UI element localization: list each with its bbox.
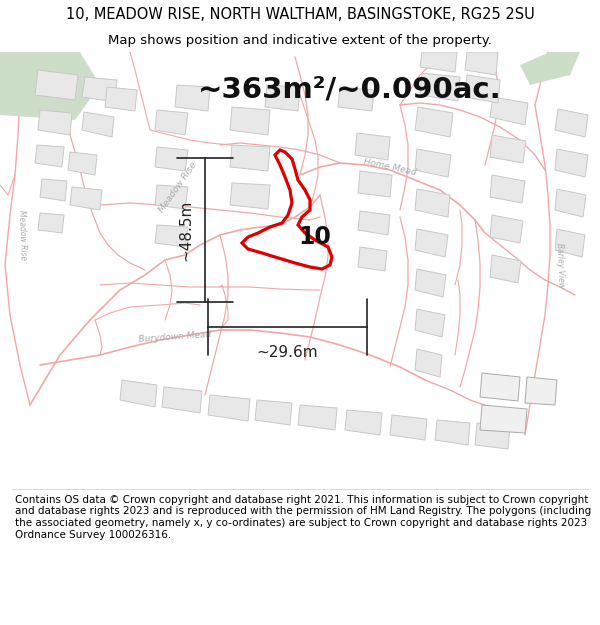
Text: Barley View: Barley View [555,242,565,288]
Polygon shape [525,377,557,405]
Text: ~363m²/~0.090ac.: ~363m²/~0.090ac. [198,76,502,104]
Text: Meadow Rise: Meadow Rise [17,210,28,260]
Polygon shape [355,133,390,160]
Polygon shape [162,387,202,413]
Polygon shape [480,405,527,433]
Polygon shape [415,349,442,377]
Polygon shape [120,380,157,407]
Polygon shape [230,183,270,209]
Text: Map shows position and indicative extent of the property.: Map shows position and indicative extent… [108,34,492,47]
Polygon shape [465,52,498,75]
Polygon shape [230,145,270,171]
Text: ~29.6m: ~29.6m [257,345,319,360]
Polygon shape [82,77,117,102]
Polygon shape [390,415,427,440]
Polygon shape [555,229,585,257]
Polygon shape [415,269,446,297]
Polygon shape [475,423,510,449]
Polygon shape [255,400,292,425]
Text: 10, MEADOW RISE, NORTH WALTHAM, BASINGSTOKE, RG25 2SU: 10, MEADOW RISE, NORTH WALTHAM, BASINGST… [65,7,535,22]
Polygon shape [358,247,387,271]
Text: 10: 10 [299,225,331,249]
Polygon shape [415,149,451,177]
Polygon shape [555,149,588,177]
Polygon shape [420,52,457,72]
Polygon shape [415,309,445,337]
Polygon shape [82,112,114,137]
Polygon shape [155,225,188,247]
Polygon shape [338,87,374,111]
Polygon shape [415,229,448,257]
Polygon shape [70,187,102,210]
Polygon shape [105,87,137,111]
Polygon shape [230,107,270,135]
Polygon shape [415,107,453,137]
Polygon shape [155,110,188,135]
Polygon shape [490,135,526,163]
Polygon shape [35,145,64,167]
Polygon shape [480,373,520,401]
Polygon shape [490,255,521,283]
Polygon shape [420,73,460,101]
Polygon shape [38,110,72,135]
Polygon shape [298,405,337,430]
Text: ~48.5m: ~48.5m [178,199,193,261]
Polygon shape [358,211,390,235]
Polygon shape [0,52,100,120]
Polygon shape [415,189,450,217]
Polygon shape [208,395,250,421]
Text: Meadow Rise: Meadow Rise [157,160,199,214]
Polygon shape [265,85,300,111]
Text: Home Mead: Home Mead [363,157,417,177]
Polygon shape [520,52,580,85]
Polygon shape [490,215,523,243]
Polygon shape [68,152,97,175]
Text: Burydown Mead: Burydown Mead [139,330,212,344]
Polygon shape [555,189,586,217]
Polygon shape [155,147,188,171]
Polygon shape [38,213,64,233]
Polygon shape [465,75,500,103]
Polygon shape [555,109,588,137]
Polygon shape [175,85,210,111]
Polygon shape [358,171,392,197]
Polygon shape [490,97,528,125]
Polygon shape [345,410,382,435]
Polygon shape [40,179,67,201]
Polygon shape [435,420,470,445]
Polygon shape [35,70,78,100]
Text: Contains OS data © Crown copyright and database right 2021. This information is : Contains OS data © Crown copyright and d… [15,495,591,539]
Polygon shape [155,185,188,209]
Polygon shape [490,175,525,203]
